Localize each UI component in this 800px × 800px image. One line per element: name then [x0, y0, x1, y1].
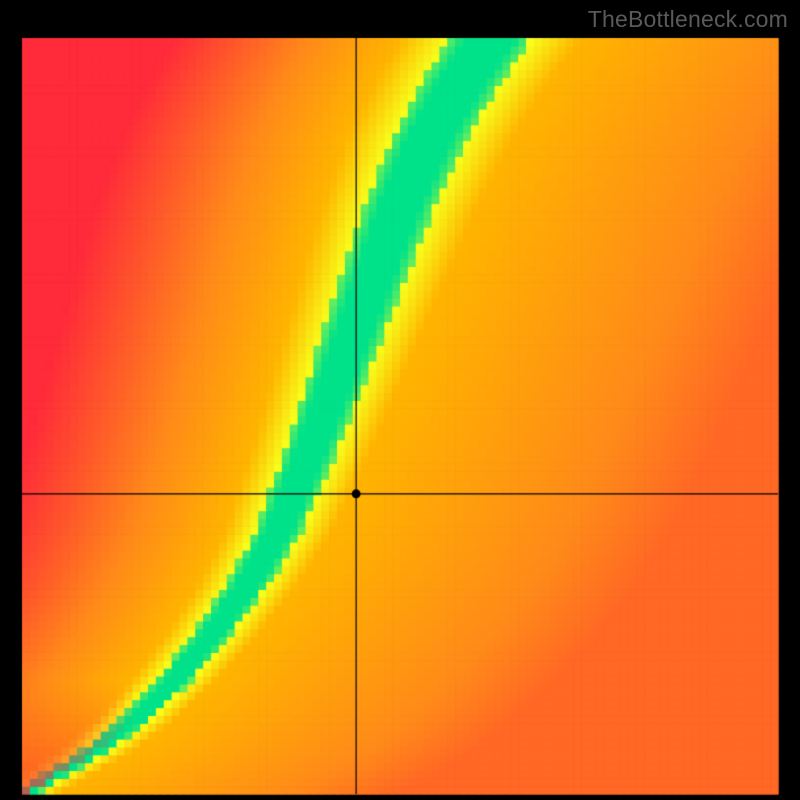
heatmap-canvas — [0, 0, 800, 800]
chart-container: TheBottleneck.com — [0, 0, 800, 800]
watermark-text: TheBottleneck.com — [588, 6, 788, 33]
